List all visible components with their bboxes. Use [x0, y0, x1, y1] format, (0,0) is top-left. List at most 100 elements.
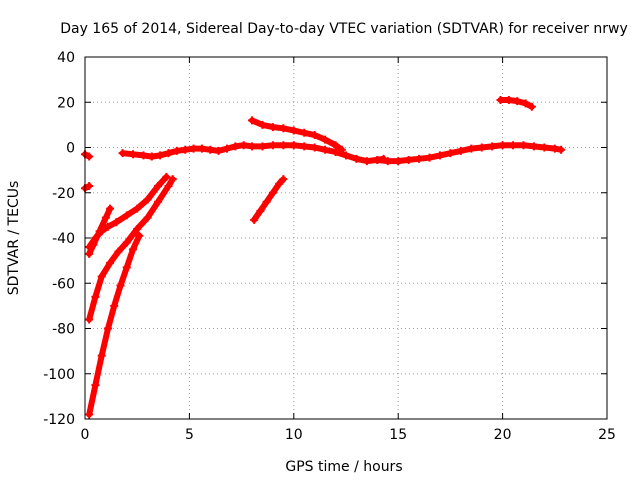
- y-tick-label: -40: [52, 231, 75, 247]
- y-tick-label: -20: [52, 186, 75, 202]
- data-point: [168, 175, 177, 184]
- data-point: [106, 204, 115, 213]
- data-point: [404, 155, 413, 164]
- data-point: [289, 126, 298, 135]
- data-point: [550, 144, 559, 153]
- data-point: [425, 153, 434, 162]
- data-point: [415, 154, 424, 163]
- data-point: [172, 146, 181, 155]
- data-point: [519, 141, 528, 150]
- data-point: [279, 141, 288, 150]
- data-point: [139, 151, 148, 160]
- data-point: [275, 179, 284, 188]
- data-point: [321, 135, 330, 144]
- series-layer: [81, 95, 566, 419]
- x-tick-label: 15: [389, 427, 407, 443]
- data-point: [504, 95, 513, 104]
- data-point: [118, 149, 127, 158]
- data-point: [331, 141, 340, 150]
- x-tick-label: 25: [598, 427, 616, 443]
- data-point: [262, 197, 271, 206]
- data-point: [342, 151, 350, 160]
- data-point: [456, 146, 465, 155]
- data-point: [197, 144, 206, 153]
- data-point: [250, 215, 259, 224]
- data-point: [258, 142, 267, 151]
- ticks: 0 5 10 15 20 25 -120 -100 -80 -60 -40 -20 0 20 40: [43, 50, 616, 443]
- data-point: [164, 149, 173, 158]
- data-point: [122, 211, 131, 220]
- y-tick-label: -120: [43, 412, 75, 428]
- y-tick-label: 40: [57, 50, 75, 66]
- y-tick-label: -60: [52, 276, 75, 292]
- x-tick-label: 0: [81, 427, 90, 443]
- data-point: [85, 249, 94, 258]
- data-point: [521, 99, 530, 108]
- series-arc-high-2: [496, 95, 536, 111]
- data-point: [352, 154, 361, 163]
- data-point: [143, 195, 152, 204]
- data-point: [129, 150, 138, 159]
- data-point: [373, 155, 382, 164]
- data-point: [310, 131, 319, 140]
- data-point: [222, 144, 231, 153]
- data-point: [95, 227, 104, 236]
- series-rise-4: [85, 231, 144, 419]
- data-point: [300, 142, 309, 151]
- data-point: [256, 206, 265, 215]
- data-point: [214, 146, 223, 155]
- series-rise-3: [85, 175, 177, 324]
- data-point: [488, 142, 497, 151]
- data-point: [97, 351, 106, 360]
- series-rise-2: [85, 204, 115, 258]
- data-point: [509, 141, 518, 150]
- data-point: [112, 218, 121, 227]
- data-point: [540, 143, 549, 152]
- y-tick-label: 20: [57, 95, 75, 111]
- data-point: [181, 145, 190, 154]
- series-line: [249, 117, 345, 153]
- data-point: [557, 145, 566, 154]
- data-point: [154, 181, 163, 190]
- data-point: [116, 281, 125, 290]
- data-point: [527, 102, 536, 111]
- series-rise-5: [250, 175, 288, 224]
- data-point: [239, 141, 248, 150]
- data-point: [331, 148, 340, 157]
- data-point: [106, 258, 115, 267]
- y-axis-label: SDTVAR / TECUs: [6, 181, 22, 296]
- series-arc-high-1: [248, 116, 346, 154]
- x-tick-label: 10: [285, 427, 303, 443]
- data-point: [279, 175, 288, 184]
- data-point: [147, 152, 156, 161]
- data-point: [529, 142, 538, 151]
- y-tick-label: -80: [52, 322, 75, 338]
- data-point: [133, 224, 142, 233]
- data-point: [435, 151, 444, 160]
- data-point: [85, 315, 94, 324]
- data-point: [268, 141, 277, 150]
- data-point: [206, 145, 215, 154]
- data-point: [362, 157, 371, 166]
- x-axis-label: GPS time / hours: [285, 459, 402, 475]
- data-point: [103, 222, 112, 231]
- data-point: [154, 197, 163, 206]
- data-point: [268, 188, 277, 197]
- data-point: [394, 157, 403, 166]
- data-point: [133, 204, 142, 213]
- data-point: [321, 145, 330, 154]
- data-point: [289, 141, 298, 150]
- data-point: [103, 324, 112, 333]
- data-point: [189, 144, 198, 153]
- data-point: [248, 116, 257, 125]
- data-point: [85, 410, 94, 419]
- data-point: [122, 263, 131, 272]
- data-point: [135, 231, 144, 240]
- data-point: [85, 181, 94, 190]
- data-point: [268, 123, 277, 132]
- x-tick-label: 20: [494, 427, 512, 443]
- data-point: [248, 142, 257, 151]
- data-point: [496, 95, 505, 104]
- data-point: [110, 301, 119, 310]
